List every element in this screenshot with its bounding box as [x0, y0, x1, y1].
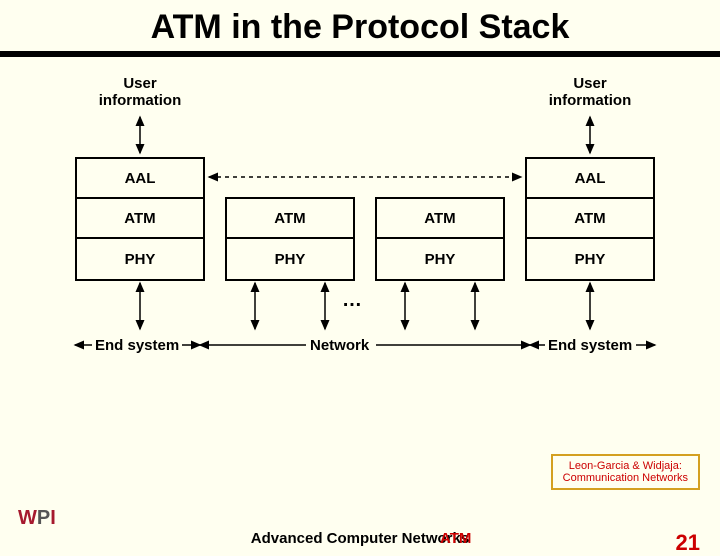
- layer-aal: AAL: [527, 159, 653, 199]
- citation-box: Leon-Garcia & Widjaja: Communication Net…: [551, 454, 700, 490]
- slide-title: ATM in the Protocol Stack: [0, 8, 720, 47]
- layer-atm: ATM: [377, 199, 503, 239]
- citation-line-2: Communication Networks: [563, 472, 688, 484]
- layer-phy: PHY: [527, 239, 653, 279]
- stack-end-right: AAL ATM PHY: [525, 157, 655, 281]
- wpi-logo: WPI: [18, 507, 56, 530]
- layer-phy: PHY: [227, 239, 353, 279]
- ellipsis: …: [342, 289, 362, 312]
- label-network: Network: [310, 337, 369, 354]
- user-info-right: User information: [530, 75, 650, 109]
- title-bar: ATM in the Protocol Stack: [0, 0, 720, 51]
- citation-line-1: Leon-Garcia & Widjaja:: [563, 460, 688, 472]
- layer-atm: ATM: [227, 199, 353, 239]
- layer-phy: PHY: [377, 239, 503, 279]
- page-number: 21: [676, 530, 700, 556]
- layer-aal: AAL: [77, 159, 203, 199]
- footer-course: Advanced Computer Networks: [251, 530, 469, 547]
- layer-atm: ATM: [77, 199, 203, 239]
- stack-switch-2: ATM PHY: [375, 197, 505, 281]
- label-end-system-left: End system: [95, 337, 179, 354]
- user-info-left: User information: [80, 75, 200, 109]
- layer-atm: ATM: [527, 199, 653, 239]
- label-end-system-right: End system: [548, 337, 632, 354]
- stack-switch-1: ATM PHY: [225, 197, 355, 281]
- footer-topic: ATM: [440, 530, 471, 547]
- stack-end-left: AAL ATM PHY: [75, 157, 205, 281]
- layer-phy: PHY: [77, 239, 203, 279]
- protocol-diagram: User information User information AAL AT…: [0, 57, 720, 437]
